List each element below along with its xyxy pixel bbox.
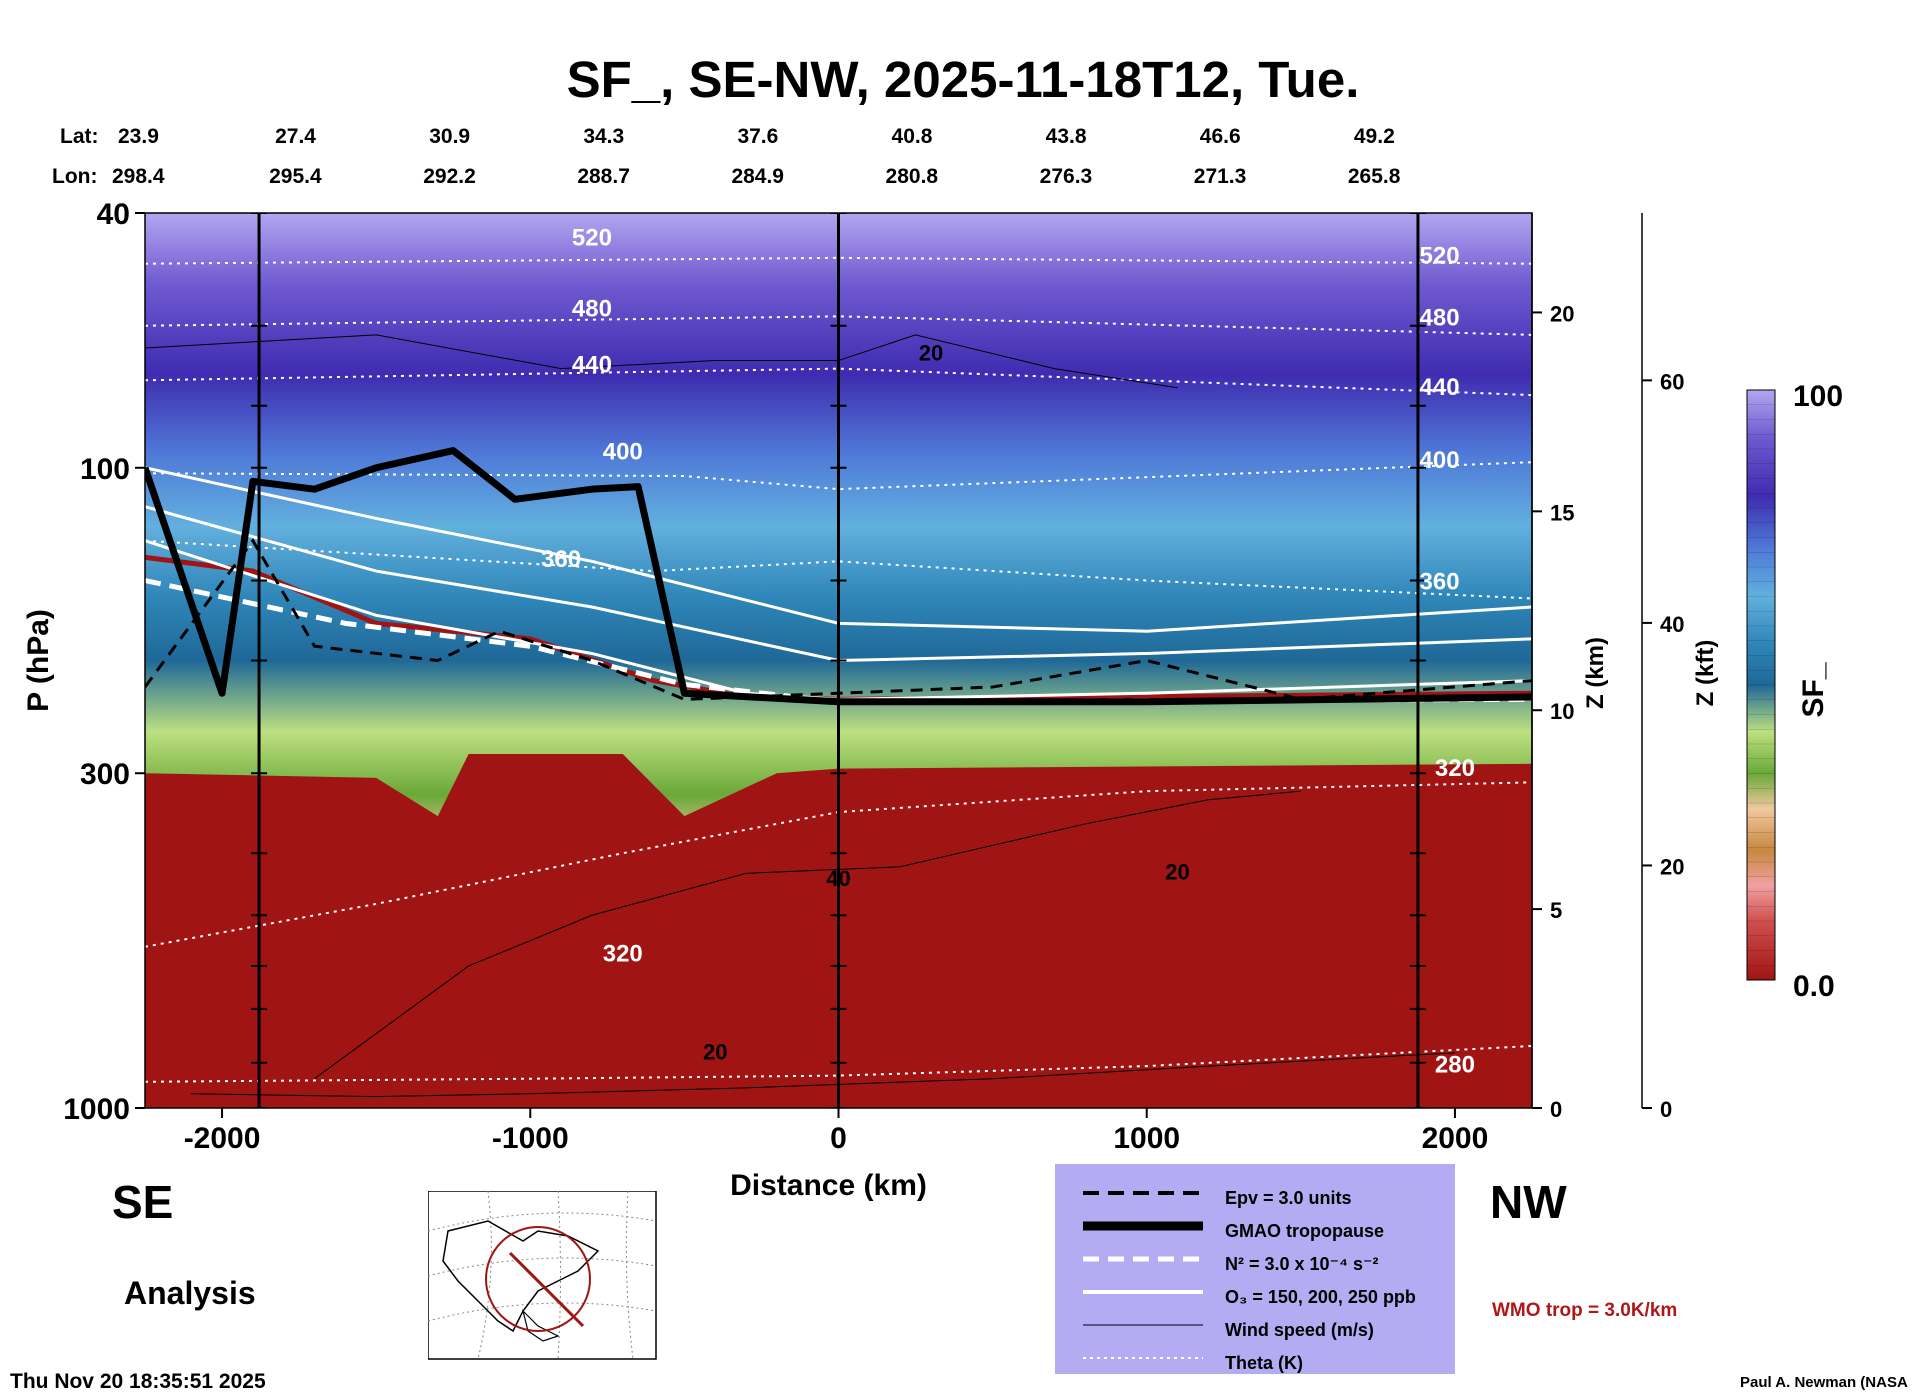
legend-labels: Epv = 3.0 units GMAO tropopause N² = 3.0… — [1225, 1182, 1416, 1380]
z-kft-tick-label: 20 — [1660, 854, 1684, 879]
section-marker-line — [830, 213, 847, 1108]
theta-label: 520 — [572, 225, 612, 252]
theta-label: 360 — [541, 546, 581, 573]
z-km-tick-label: 15 — [1550, 500, 1574, 525]
legend-box: Epv = 3.0 units GMAO tropopause N² = 3.0… — [1055, 1164, 1455, 1374]
legend-item: N² = 3.0 x 10⁻⁴ s⁻² — [1225, 1254, 1379, 1274]
theta-label: 400 — [603, 438, 643, 465]
lon-value: 298.4 — [112, 165, 165, 188]
theta-label: 320 — [603, 940, 643, 967]
z-kft-tick-label: 60 — [1660, 369, 1684, 394]
y-axis-label: P (hPa) — [22, 609, 55, 712]
colorbar-min-label: 0.0 — [1793, 970, 1835, 1003]
lon-value: 271.3 — [1193, 165, 1247, 188]
analysis-label: Analysis — [124, 1275, 256, 1311]
lon-label: Lon: — [52, 165, 98, 188]
theta-label: 440 — [1420, 374, 1460, 401]
z-km-tick-label: 20 — [1550, 301, 1574, 326]
legend-item: O₃ = 150, 200, 250 ppb — [1225, 1287, 1416, 1307]
x-axis-label: Distance (km) — [730, 1169, 927, 1202]
ozone-contour — [145, 466, 1532, 633]
wind-contour — [314, 790, 1301, 1080]
theta-label: 400 — [1420, 447, 1460, 474]
lat-value: 23.9 — [118, 125, 159, 148]
wind-label: 40 — [826, 866, 850, 891]
wind-label: 20 — [919, 341, 943, 366]
timestamp: Thu Nov 20 18:35:51 2025 — [10, 1370, 266, 1393]
z-km-tick-label: 10 — [1550, 699, 1574, 724]
chart-title: SF_, SE-NW, 2025-11-18T12, Tue. — [566, 51, 1360, 108]
colorbar-label: SF_ — [1797, 662, 1830, 717]
x-tick-label: 0 — [830, 1122, 847, 1155]
x-tick-label: -1000 — [492, 1122, 569, 1155]
lon-value: 276.3 — [1039, 165, 1093, 188]
colorbar — [1746, 389, 1776, 981]
y-tick-label: 100 — [80, 453, 130, 486]
legend-item: Epv = 3.0 units — [1225, 1188, 1352, 1208]
lon-value: 295.4 — [269, 165, 322, 188]
theta-label: 360 — [1420, 569, 1460, 596]
wmo-label: WMO trop = 3.0K/km — [1492, 1300, 1678, 1321]
z-kft-axis-label: Z (kft) — [1692, 640, 1719, 707]
z-km-tick-label: 0 — [1550, 1097, 1562, 1122]
nw-label: NW — [1490, 1176, 1567, 1228]
legend-item: GMAO tropopause — [1225, 1221, 1385, 1241]
x-tick-label: 2000 — [1422, 1122, 1489, 1155]
y-tick-label: 300 — [80, 758, 130, 791]
lon-value: 284.9 — [731, 165, 784, 188]
theta-contour — [145, 461, 1532, 491]
x-tick-label: -2000 — [184, 1122, 261, 1155]
se-label: SE — [112, 1176, 174, 1228]
colorbar-max-label: 100 — [1793, 380, 1843, 413]
theta-contour — [145, 1044, 1532, 1083]
theta-label: 480 — [572, 295, 612, 322]
z-km-tick-label: 5 — [1550, 898, 1562, 923]
inset-map — [428, 1191, 657, 1360]
lat-value: 43.8 — [1045, 125, 1087, 148]
y-tick-label: 1000 — [63, 1093, 130, 1126]
ozone-contour — [145, 505, 1532, 663]
lat-value: 37.6 — [737, 125, 779, 148]
z-km-axis-label: Z (km) — [1582, 637, 1609, 709]
theta-label: 520 — [1420, 243, 1460, 270]
lat-value: 40.8 — [891, 125, 933, 148]
legend-swatches — [1083, 1191, 1203, 1359]
wind-label: 20 — [1165, 860, 1189, 885]
credit: Paul A. Newman (NASA — [1740, 1374, 1908, 1391]
z-kft-tick-label: 40 — [1660, 612, 1684, 637]
lon-value: 280.8 — [885, 165, 939, 188]
y-tick-label: 40 — [97, 198, 130, 231]
lat-value: 49.2 — [1353, 125, 1395, 148]
legend-item: Wind speed (m/s) — [1225, 1320, 1374, 1340]
wind-contour — [145, 334, 1178, 389]
theta-label: 320 — [1435, 755, 1475, 782]
theta-label: 280 — [1435, 1051, 1475, 1078]
theta-label: 440 — [572, 352, 612, 379]
theta-label: 480 — [1420, 305, 1460, 332]
section-marker-line — [251, 213, 268, 1108]
lat-value: 34.3 — [583, 125, 625, 148]
lon-value: 292.2 — [423, 165, 476, 188]
wind-label: 20 — [703, 1040, 727, 1065]
lat-label: Lat: — [60, 125, 99, 148]
legend-item: Theta (K) — [1225, 1353, 1303, 1373]
lat-value: 46.6 — [1199, 125, 1241, 148]
wind-contour — [191, 1052, 1455, 1098]
x-tick-label: 1000 — [1113, 1122, 1180, 1155]
lat-value: 30.9 — [429, 125, 471, 148]
lon-value: 288.7 — [577, 165, 630, 188]
epv-line — [145, 537, 1532, 701]
z-kft-tick-label: 0 — [1660, 1097, 1672, 1122]
lon-value: 265.8 — [1347, 165, 1401, 188]
lat-value: 27.4 — [275, 125, 316, 148]
section-marker-line — [1409, 213, 1426, 1108]
